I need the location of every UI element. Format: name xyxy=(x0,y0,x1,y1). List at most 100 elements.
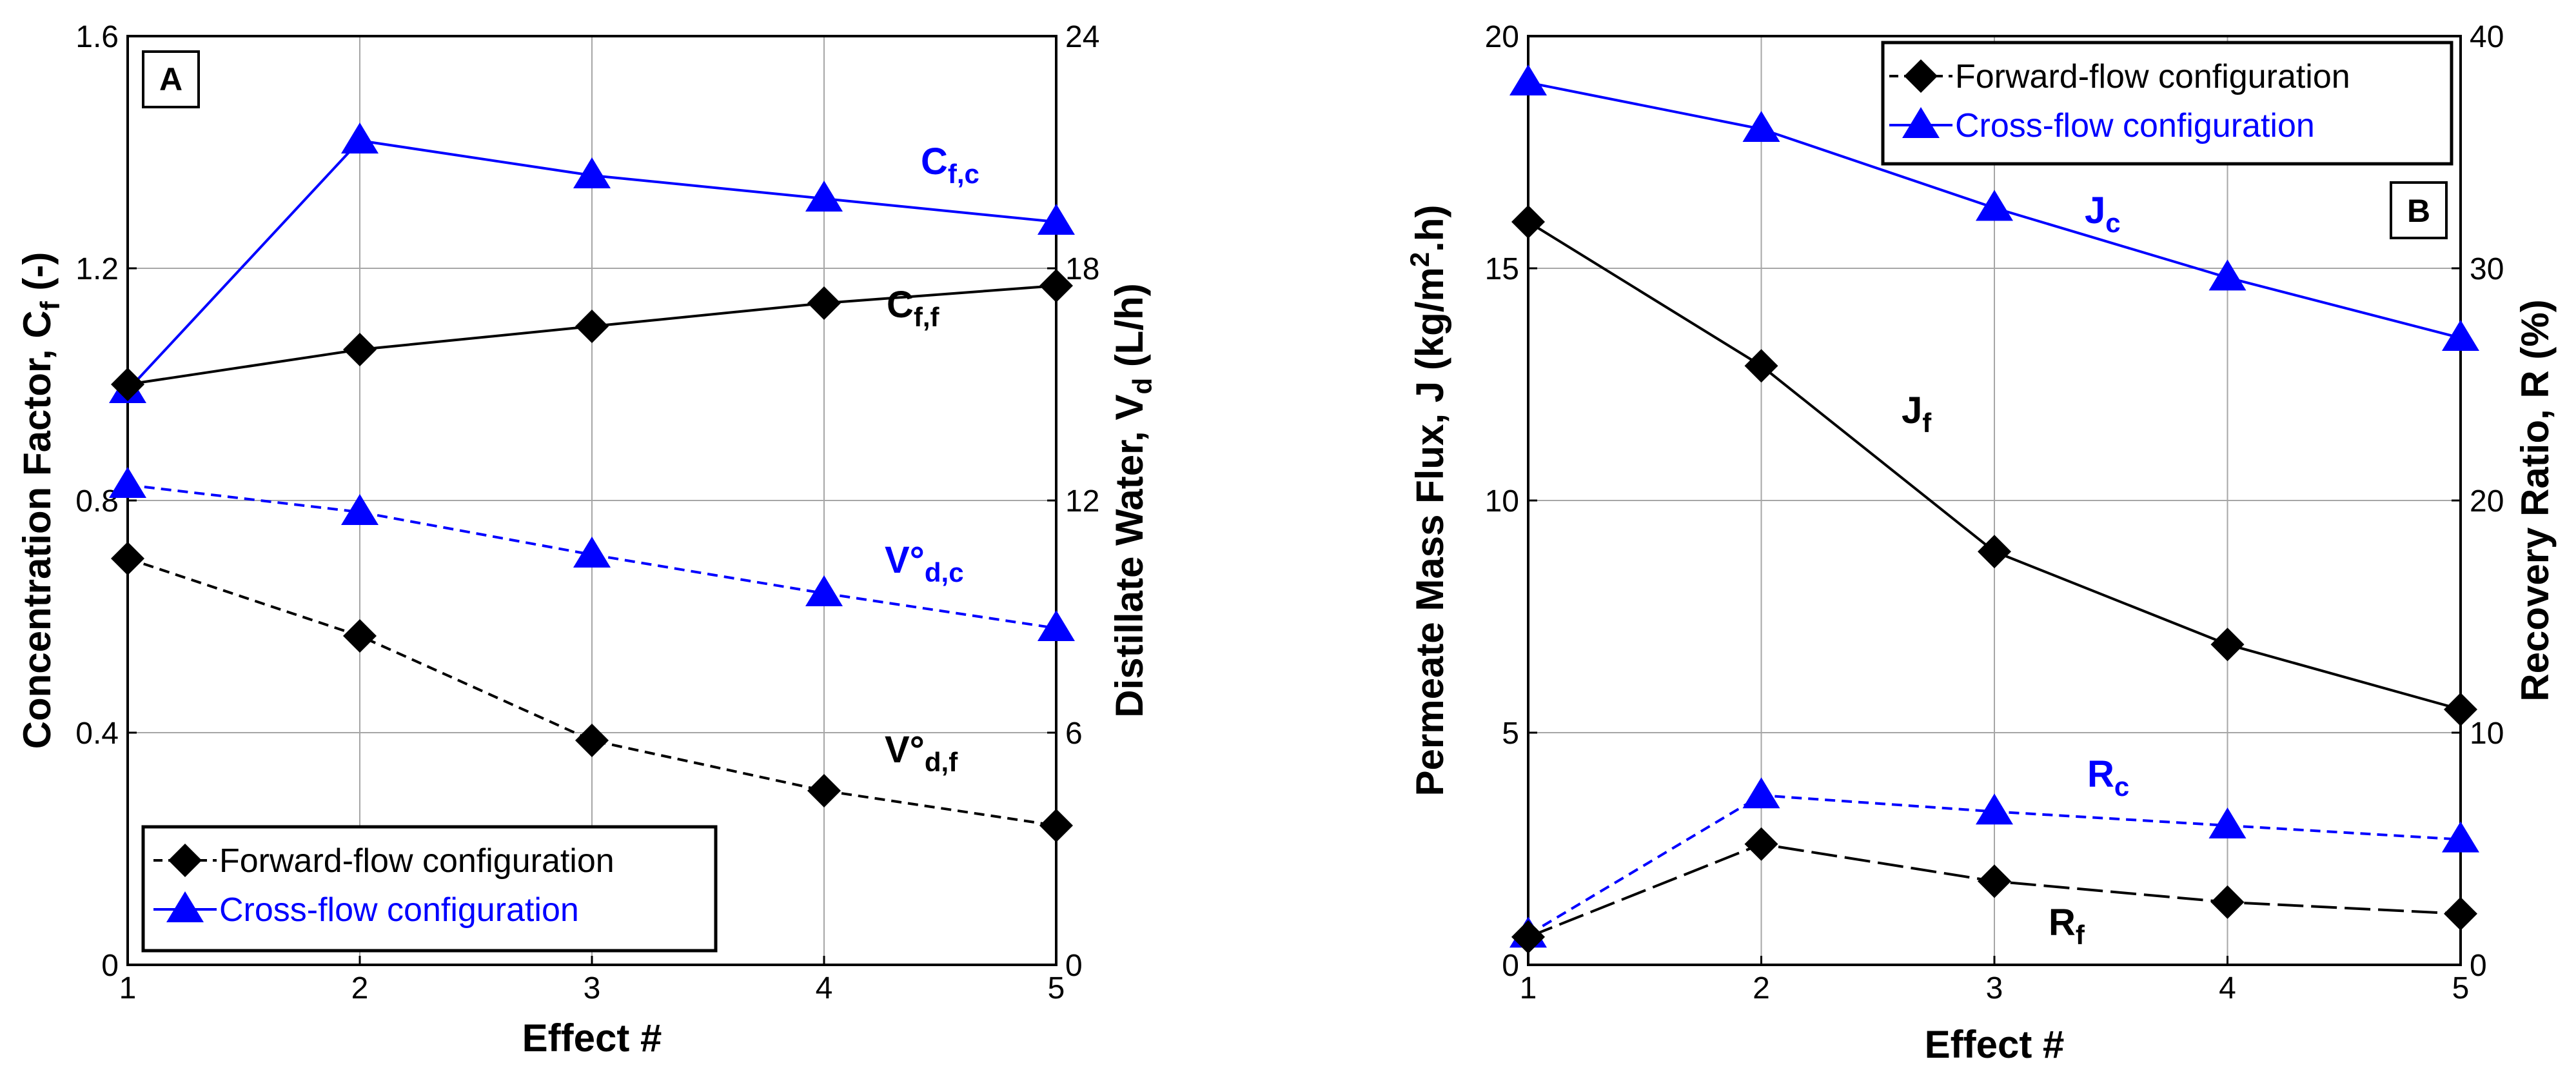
data-point-b-0 xyxy=(1509,64,1547,95)
legend-b-forward-label: Forward-flow configuration xyxy=(1955,58,2350,95)
label-r-f: Rf xyxy=(2049,902,2085,950)
panel-b-x-tick-label: 5 xyxy=(2452,971,2470,1005)
legend-a-forward-label: Forward-flow configuration xyxy=(219,842,615,880)
panel-b-right-tick-label: 10 xyxy=(2470,717,2504,751)
legend-b-cross-marker xyxy=(1902,107,1940,138)
legend-a-forward-marker xyxy=(168,844,202,877)
data-point-b-0 xyxy=(2442,320,2479,351)
panel-a-left-tick-label: 0.4 xyxy=(75,717,119,751)
data-point-b-1 xyxy=(1511,205,1545,239)
label-r-c: Rc xyxy=(2087,753,2129,802)
panel-a-right-tick-label: 18 xyxy=(1065,252,1099,286)
panel-b-left-tick-label: 10 xyxy=(1485,484,1519,519)
data-point-a-1 xyxy=(807,286,841,320)
panel-b-x-tick-label: 2 xyxy=(1753,971,1770,1005)
panel-a-left-tick-label: 0 xyxy=(101,949,119,983)
legend-a-cross-marker xyxy=(166,891,204,922)
panel-a-legend-box xyxy=(141,825,718,953)
label-vd-c: V°d,c xyxy=(885,539,964,588)
data-point-b-3 xyxy=(1744,827,1778,861)
data-point-a-1 xyxy=(343,333,377,366)
panel-a-tag: A xyxy=(159,61,182,97)
label-vd-f: V°d,f xyxy=(885,729,958,777)
panel-b-left-tick-label: 15 xyxy=(1485,252,1519,286)
panel-b-x-axis-label: Effect # xyxy=(1925,1023,2065,1066)
panel-b-x-tick-label: 3 xyxy=(1986,971,2003,1005)
data-point-a-3 xyxy=(575,724,609,757)
panel-b-right-tick-label: 0 xyxy=(2470,949,2487,983)
panel-b-right-tick-label: 40 xyxy=(2470,20,2504,54)
panel-a-right-tick-label: 12 xyxy=(1065,484,1099,519)
data-point-a-1 xyxy=(111,368,144,401)
panel-a-left-axis-label: Concentration Factor, Cf (-) xyxy=(15,252,65,749)
data-point-a-3 xyxy=(343,619,377,653)
panel-b-left-axis-label: Permeate Mass Flux, J (kg/m2.h) xyxy=(1404,204,1451,796)
label-cf-f: Cf,f xyxy=(887,284,940,332)
data-point-b-0 xyxy=(1976,190,2013,221)
data-point-b-2 xyxy=(2208,807,2247,838)
data-point-b-1 xyxy=(2444,693,2477,726)
data-point-b-1 xyxy=(1978,535,2011,569)
data-point-b-3 xyxy=(1978,864,2011,898)
data-point-a-2 xyxy=(109,467,146,498)
panel-b-left-tick-label: 20 xyxy=(1485,20,1519,54)
data-point-b-3 xyxy=(2210,885,2245,919)
legend-b-forward-marker xyxy=(1904,59,1938,93)
data-point-a-1 xyxy=(1039,269,1073,302)
panel-b-tag: B xyxy=(2407,193,2430,229)
data-point-a-3 xyxy=(111,542,144,575)
panel-b-legend: Forward-flow configuration Cross-flow co… xyxy=(1881,41,2453,166)
data-point-a-3 xyxy=(1039,809,1073,842)
data-point-a-2 xyxy=(805,575,843,606)
panel-a-x-tick-label: 3 xyxy=(584,971,601,1005)
data-point-b-1 xyxy=(2210,628,2245,662)
data-point-a-2 xyxy=(573,537,611,568)
panel-b-left-tick-label: 0 xyxy=(1502,949,1519,983)
panel-b-right-tick-label: 20 xyxy=(2470,484,2504,519)
panel-b-tag-box xyxy=(2390,181,2448,239)
panel-a-x-tick-label: 1 xyxy=(119,971,137,1005)
data-point-b-2 xyxy=(1976,793,2013,825)
label-j-c: Jc xyxy=(2085,190,2121,238)
panel-b-gridlines xyxy=(1528,35,2461,965)
data-point-b-2 xyxy=(1742,777,1780,809)
panel-a-tag-box xyxy=(142,50,200,108)
panel-a-left-tick-label: 1.2 xyxy=(75,252,119,286)
panel-a-left-tick-label: 1.6 xyxy=(75,20,119,54)
data-point-a-3 xyxy=(807,774,841,807)
panel-a-x-tick-label: 2 xyxy=(351,971,369,1005)
panel-a-x-tick-label: 5 xyxy=(1048,971,1065,1005)
panel-b-right-axis-label: Recovery Ratio, R (%) xyxy=(2513,299,2557,702)
data-point-b-3 xyxy=(1511,920,1545,954)
label-j-f: Jf xyxy=(1902,390,1932,438)
panel-a-x-tick-label: 4 xyxy=(816,971,833,1005)
panel-b-x-tick-label: 1 xyxy=(1520,971,1537,1005)
panel-a-series xyxy=(109,123,1075,842)
panel-b-left-tick-label: 5 xyxy=(1502,717,1519,751)
panel-a-right-tick-label: 6 xyxy=(1065,717,1083,751)
data-point-b-1 xyxy=(1744,349,1778,383)
series-line-a-3 xyxy=(127,557,1057,827)
data-point-a-0 xyxy=(341,123,379,153)
panel-a-right-tick-label: 24 xyxy=(1065,20,1099,54)
label-cf-c: Cf,c xyxy=(921,141,979,189)
data-point-b-2 xyxy=(2442,821,2479,853)
panel-a-right-tick-label: 0 xyxy=(1065,949,1083,983)
legend-b-cross-label: Cross-flow configuration xyxy=(1955,107,2315,144)
panel-b-series xyxy=(1509,64,2479,954)
panel-b-x-tick-label: 4 xyxy=(2219,971,2236,1005)
panel-a-left-tick-label: 0.8 xyxy=(75,484,119,519)
panel-b-legend-box xyxy=(1881,41,2453,166)
data-point-a-0 xyxy=(573,157,611,188)
data-point-b-0 xyxy=(1742,111,1780,142)
legend-a-cross-label: Cross-flow configuration xyxy=(219,891,579,929)
data-point-a-0 xyxy=(1037,204,1075,235)
data-point-b-0 xyxy=(2208,259,2247,291)
data-point-b-3 xyxy=(2444,896,2477,931)
data-point-a-2 xyxy=(1037,610,1075,641)
panel-b-right-tick-label: 30 xyxy=(2470,252,2504,286)
data-point-a-0 xyxy=(805,181,843,212)
